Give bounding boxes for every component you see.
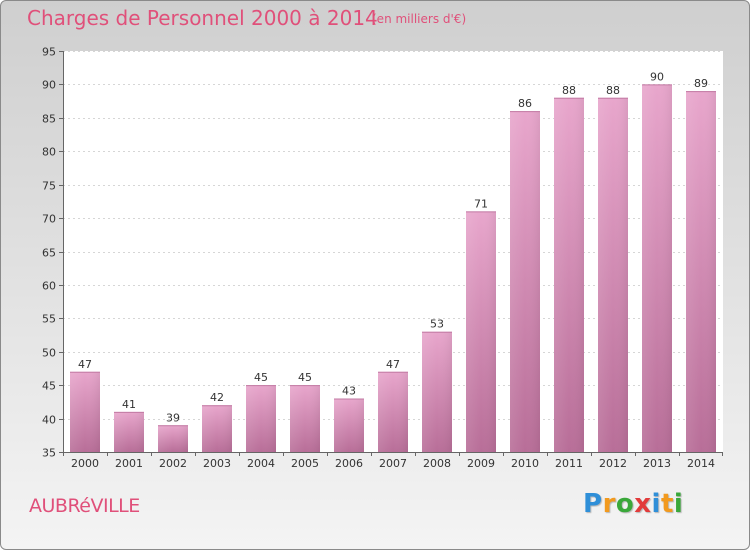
data-label: 53 <box>430 318 444 331</box>
logo-letter: i <box>673 489 684 519</box>
x-tick-label: 2004 <box>247 457 275 470</box>
y-tick-label: 70 <box>42 213 56 226</box>
bar-sheen <box>158 425 188 452</box>
y-tick-label: 85 <box>42 113 56 126</box>
x-tick-label: 2005 <box>291 457 319 470</box>
x-tick-label: 2000 <box>71 457 99 470</box>
y-tick-label: 35 <box>42 447 56 460</box>
data-label: 45 <box>254 371 268 384</box>
logo-letter: t <box>660 489 674 519</box>
x-tick-label: 2001 <box>115 457 143 470</box>
logo-letter: o <box>615 489 635 519</box>
bar-sheen <box>554 97 584 453</box>
chart-subtitle: (en milliers d'€) <box>372 12 467 26</box>
y-tick-label: 40 <box>42 414 56 427</box>
x-tick-label: 2009 <box>467 457 495 470</box>
data-label: 47 <box>78 358 92 371</box>
data-label: 88 <box>606 84 620 97</box>
bar-sheen <box>378 371 408 452</box>
x-tick-label: 2010 <box>511 457 539 470</box>
data-label: 42 <box>210 391 224 404</box>
data-label: 88 <box>562 84 576 97</box>
logo-letter: i <box>651 489 661 519</box>
y-tick-label: 60 <box>42 280 56 293</box>
axes: 35 40 45 50 55 60 65 70 75 80 85 90 95 2000 2001 2002 20… <box>42 46 723 470</box>
bar-sheen <box>290 385 320 452</box>
y-tick-label: 65 <box>42 247 56 260</box>
bar-sheen <box>510 111 540 453</box>
x-tick-label: 2008 <box>423 457 451 470</box>
bar-sheen <box>686 91 716 452</box>
bars: 47 41 39 42 45 45 43 47 53 71 86 88 88 90 89 <box>70 70 716 453</box>
bar-sheen <box>70 371 100 452</box>
x-tick-label: 2003 <box>203 457 231 470</box>
y-tick-label: 80 <box>42 146 56 159</box>
proxiti-logo: Proxiti <box>583 489 683 519</box>
y-tick-label: 75 <box>42 180 56 193</box>
logo-letter: P <box>583 489 603 519</box>
data-label: 39 <box>166 411 180 424</box>
data-label: 86 <box>518 97 532 110</box>
x-tick-label: 2012 <box>599 457 627 470</box>
logo-letter: x <box>634 489 652 519</box>
bar-sheen <box>422 331 452 452</box>
bar-sheen <box>598 97 628 453</box>
y-tick-label: 50 <box>42 347 56 360</box>
bar-sheen <box>642 84 672 453</box>
y-tick-label: 45 <box>42 380 56 393</box>
bar-sheen <box>246 385 276 452</box>
city-name: AUBRéVILLE <box>29 495 140 517</box>
x-tick-label: 2006 <box>335 457 363 470</box>
data-label: 90 <box>650 70 664 83</box>
data-label: 47 <box>386 358 400 371</box>
data-label: 41 <box>122 398 136 411</box>
x-tick-label: 2007 <box>379 457 407 470</box>
x-tick-label: 2011 <box>555 457 583 470</box>
data-label: 89 <box>694 77 708 90</box>
y-tick-label: 55 <box>42 313 56 326</box>
bar-sheen <box>202 405 232 452</box>
data-label: 43 <box>342 385 356 398</box>
bar-sheen <box>466 211 496 452</box>
logo-letter: r <box>602 489 616 519</box>
data-label: 45 <box>298 371 312 384</box>
bar-sheen <box>114 411 144 452</box>
y-tick-label: 90 <box>42 79 56 92</box>
bar-sheen <box>334 398 364 452</box>
chart-title: Charges de Personnel 2000 à 2014 <box>27 6 378 30</box>
data-label: 71 <box>474 197 488 210</box>
y-tick-label: 95 <box>42 46 56 59</box>
x-tick-label: 2014 <box>687 457 715 470</box>
x-tick-label: 2002 <box>159 457 187 470</box>
x-tick-label: 2013 <box>643 457 671 470</box>
